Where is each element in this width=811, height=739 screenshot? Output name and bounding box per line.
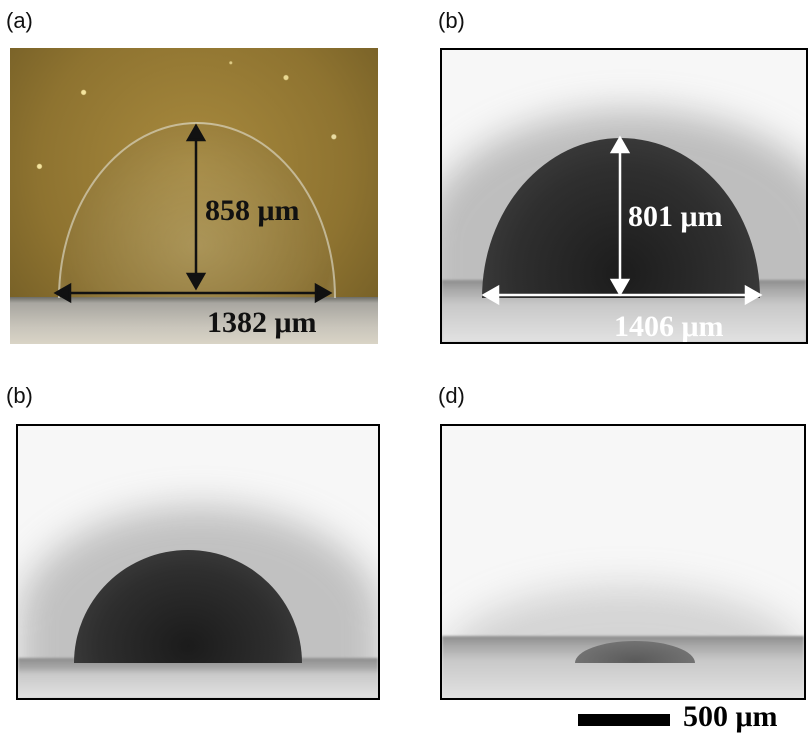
panel-label-a: (a) bbox=[6, 8, 33, 33]
scale-bar-label: 500 μm bbox=[683, 700, 778, 733]
panel-label-d: (d) bbox=[438, 383, 465, 408]
width-measurement: 1382 μm bbox=[207, 306, 317, 339]
measurement-arrows bbox=[481, 135, 763, 306]
droplet-photo-a: 858 μm 1382 μm bbox=[10, 48, 378, 344]
droplet bbox=[575, 641, 695, 663]
substrate bbox=[18, 658, 378, 698]
panel-label-b-top: (b) bbox=[438, 8, 465, 33]
measurement-arrows bbox=[53, 123, 333, 304]
panel-label-b-bottom: (b) bbox=[6, 383, 33, 408]
height-measurement: 858 μm bbox=[205, 194, 300, 227]
droplet-image-d bbox=[440, 424, 806, 700]
width-measurement: 1406 μm bbox=[614, 310, 724, 343]
scale-bar bbox=[578, 714, 670, 726]
droplet-image-b-bottom bbox=[16, 424, 380, 700]
height-measurement: 801 μm bbox=[628, 200, 723, 233]
substrate bbox=[10, 297, 378, 344]
droplet-image-b-top: 801 μm 1406 μm bbox=[440, 48, 808, 344]
